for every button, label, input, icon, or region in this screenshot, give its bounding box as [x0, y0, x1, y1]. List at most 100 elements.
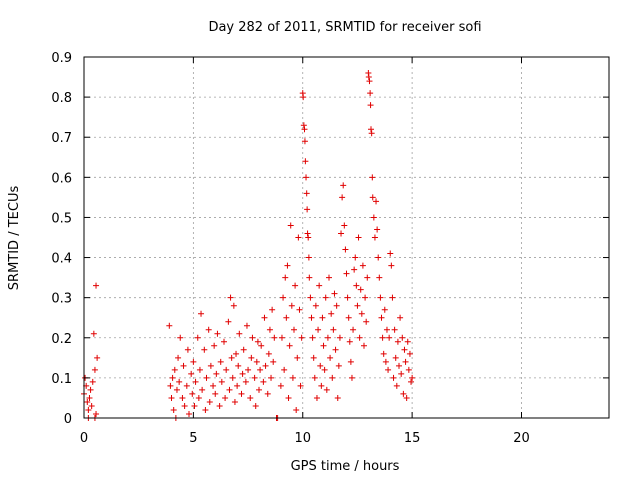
data-point: [184, 346, 191, 353]
grid-layer: [84, 57, 609, 418]
data-point: [291, 326, 297, 333]
data-point: [316, 282, 323, 289]
data-point: [330, 326, 337, 333]
data-point: [289, 374, 296, 381]
data-point: [202, 406, 209, 413]
data-point: [261, 314, 268, 321]
data-point: [258, 342, 265, 349]
data-point: [297, 382, 304, 389]
data-point: [264, 390, 271, 397]
data-point: [256, 386, 262, 393]
data-point: [298, 334, 305, 341]
data-point: [301, 138, 308, 145]
data-point: [333, 302, 340, 309]
data-point: [398, 370, 405, 377]
data-point: [266, 326, 273, 333]
data-point: [170, 406, 177, 413]
data-point: [345, 314, 352, 321]
data-point: [364, 274, 371, 281]
data-point: [378, 314, 385, 321]
data-point: [358, 310, 365, 317]
data-point: [302, 158, 309, 165]
data-point: [409, 374, 416, 381]
data-point: [210, 382, 217, 389]
data-point: [311, 374, 318, 381]
data-point: [212, 390, 219, 397]
data-point: [283, 314, 290, 321]
x-tick-label: 15: [404, 431, 421, 446]
data-point: [376, 274, 383, 281]
data-point: [191, 402, 198, 409]
data-point: [173, 386, 180, 393]
data-point: [171, 366, 178, 373]
data-point: [176, 378, 183, 385]
data-point: [366, 78, 373, 85]
data-point: [389, 294, 396, 301]
data-point: [177, 334, 184, 341]
data-point: [233, 350, 240, 357]
data-point: [363, 318, 370, 325]
data-point: [277, 382, 284, 389]
data-point: [214, 330, 221, 337]
data-point: [269, 306, 276, 313]
data-point: [223, 366, 230, 373]
data-point: [370, 214, 377, 221]
data-point: [307, 294, 314, 301]
data-point: [278, 334, 285, 341]
data-point: [375, 254, 382, 261]
data-point: [350, 326, 357, 333]
data-point: [380, 350, 387, 357]
data-point: [392, 354, 399, 361]
data-point: [329, 374, 336, 381]
data-point: [352, 254, 359, 261]
y-tick-label: 0.5: [51, 211, 72, 226]
data-point: [86, 394, 93, 401]
data-point: [319, 314, 326, 321]
data-point: [335, 362, 342, 369]
data-point: [295, 234, 302, 241]
data-point: [284, 262, 291, 269]
data-point: [217, 358, 224, 365]
data-point: [239, 370, 246, 377]
data-point: [397, 314, 404, 321]
y-tick-label: 0.2: [51, 332, 72, 347]
data-point: [186, 410, 192, 417]
data-point: [243, 322, 250, 329]
data-point: [322, 294, 329, 301]
data-point: [400, 390, 407, 397]
data-point: [403, 394, 410, 401]
data-point: [303, 174, 310, 181]
data-point: [320, 342, 327, 349]
data-point: [368, 126, 374, 133]
data-point: [181, 402, 188, 409]
data-point: [235, 362, 242, 369]
data-point: [308, 314, 315, 321]
data-point: [285, 394, 292, 401]
y-tick-label: 0.1: [51, 372, 72, 387]
data-point: [230, 302, 237, 309]
data-point: [396, 362, 402, 369]
data-point: [167, 382, 174, 389]
data-point: [296, 306, 303, 313]
data-point: [344, 294, 351, 301]
data-point: [216, 402, 223, 409]
data-point: [406, 350, 413, 357]
data-point: [265, 350, 272, 357]
data-point: [405, 366, 412, 373]
data-point: [326, 274, 332, 281]
data-point: [328, 310, 335, 317]
data-point: [338, 230, 345, 237]
data-point: [189, 390, 196, 397]
data-point: [227, 294, 234, 301]
data-point: [251, 374, 258, 381]
data-point: [346, 338, 353, 345]
y-tick-label: 0.3: [51, 292, 72, 307]
data-point: [183, 382, 190, 389]
data-point: [324, 334, 331, 341]
data-point: [253, 358, 260, 365]
data-point: [304, 230, 311, 237]
data-point: [368, 130, 375, 137]
data-point: [85, 406, 92, 413]
data-point: [305, 254, 312, 261]
